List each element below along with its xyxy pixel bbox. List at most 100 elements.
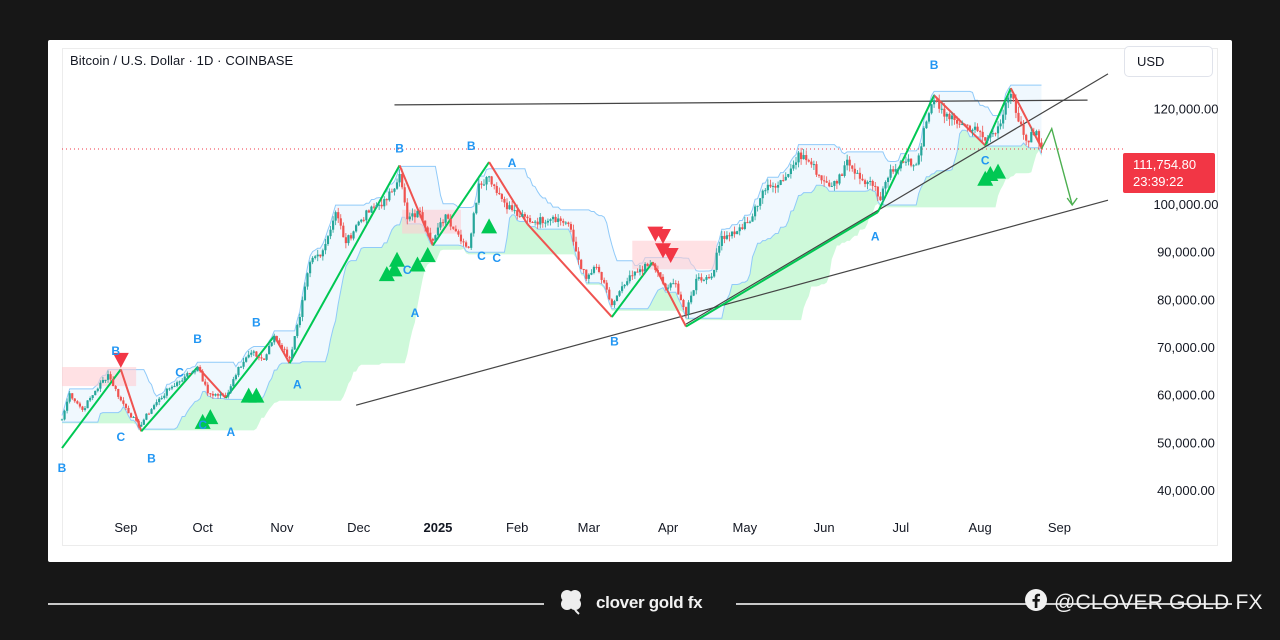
- currency-button[interactable]: USD: [1124, 46, 1213, 77]
- candle-body: [247, 354, 250, 358]
- candle-body: [776, 184, 780, 188]
- candle-body: [403, 187, 406, 203]
- candle-body: [91, 395, 94, 399]
- buy-signal-triangle-icon: [194, 413, 211, 429]
- candle-body: [554, 216, 557, 223]
- footer-social[interactable]: @CLOVER GOLD FX: [1024, 588, 1263, 618]
- candle-body: [206, 384, 209, 394]
- candle-body: [549, 219, 552, 221]
- candle-body: [145, 413, 148, 420]
- candle-body: [618, 291, 621, 296]
- candle-body: [1022, 124, 1025, 135]
- candle-body: [782, 180, 785, 182]
- candle-body: [1035, 131, 1038, 136]
- candle-body: [109, 374, 112, 380]
- candle-body: [595, 266, 598, 268]
- chart-card: B B C B C B C A B A B C A B C C A B A B C 40,000.00 50,000.00 6…: [48, 40, 1232, 562]
- candle-body: [835, 181, 839, 184]
- wave-label: B: [111, 344, 120, 358]
- candle-body: [459, 234, 463, 242]
- candle-body: [667, 287, 670, 289]
- candle-body: [981, 131, 984, 138]
- footer-divider-right: [736, 603, 1232, 605]
- brand-name: clover gold fx: [596, 593, 703, 612]
- candle-body: [751, 216, 754, 222]
- candle-body: [441, 222, 445, 224]
- candle-body: [485, 177, 488, 185]
- x-axis-tick-label: Oct: [193, 520, 214, 535]
- candle-body: [956, 119, 959, 124]
- candle-body: [96, 388, 99, 391]
- candle-body: [408, 216, 411, 220]
- symbol-title: Bitcoin / U.S. Dollar · 1D · COINBASE: [70, 53, 294, 68]
- candle-body: [413, 213, 417, 218]
- projection-path: [1040, 126, 1073, 206]
- candle-body: [342, 225, 345, 238]
- candle-body: [209, 393, 212, 395]
- candle-body: [81, 406, 84, 410]
- y-axis-tick-label: 70,000.00: [1157, 340, 1215, 355]
- wave-label: B: [395, 142, 404, 156]
- candle-body: [600, 271, 603, 280]
- candle-body: [649, 264, 652, 267]
- candle-body: [239, 366, 243, 368]
- zigzag-swing: [432, 161, 490, 247]
- candle-body: [147, 413, 151, 415]
- candle-body: [449, 218, 452, 227]
- candle-body: [876, 186, 879, 197]
- candle-body: [608, 289, 611, 300]
- candle-body: [920, 146, 923, 156]
- candle-body: [1030, 132, 1033, 143]
- sell-signal-triangle-icon: [655, 228, 672, 244]
- x-axis-tick-label: Mar: [578, 520, 601, 535]
- candle-body: [181, 380, 184, 382]
- wave-label: A: [226, 425, 235, 439]
- candle-body: [245, 357, 248, 362]
- candle-body: [319, 254, 322, 257]
- x-axis-tick-label: Jul: [893, 520, 910, 535]
- candle-body: [1017, 112, 1020, 122]
- zigzag-swing: [61, 368, 122, 449]
- candle-body: [314, 256, 317, 258]
- wave-label: C: [175, 366, 184, 380]
- wave-label: B: [58, 461, 67, 475]
- candle-body: [447, 214, 450, 219]
- candle-body: [930, 104, 933, 114]
- candle-body: [199, 367, 202, 372]
- candle-body: [124, 403, 128, 408]
- candle-body: [961, 123, 964, 125]
- candle-body: [508, 205, 511, 210]
- candle-body: [219, 394, 222, 396]
- buy-signal-triangle-icon: [202, 409, 219, 425]
- candle-body: [160, 397, 163, 399]
- candle-body: [748, 221, 752, 223]
- sell-signal-triangle-icon: [662, 248, 679, 264]
- candle-body: [869, 181, 872, 183]
- wave-label: B: [930, 58, 939, 72]
- chart-pane[interactable]: [62, 48, 1218, 546]
- x-axis-tick-label: 2025: [423, 520, 452, 535]
- candle-body: [490, 176, 493, 185]
- candle-body: [953, 115, 956, 120]
- candle-body: [339, 218, 342, 226]
- candle-body: [641, 269, 644, 272]
- candle-body: [104, 379, 107, 381]
- candle-body: [761, 190, 764, 199]
- x-axis-tick-label: Sep: [1048, 520, 1071, 535]
- candle-body: [324, 244, 327, 251]
- y-axis-tick-label: 120,000.00: [1153, 102, 1218, 117]
- projection-arrowhead: [1066, 197, 1078, 207]
- candle-body: [874, 185, 877, 187]
- wave-label: B: [610, 335, 619, 349]
- candle-body: [395, 182, 399, 189]
- candle-body: [792, 164, 795, 169]
- candle-body: [480, 183, 483, 185]
- candle-body: [764, 190, 767, 192]
- candle-body: [932, 100, 936, 105]
- candle-body: [815, 164, 818, 175]
- candle-body: [766, 184, 769, 191]
- candle-body: [843, 165, 846, 176]
- candle-body: [884, 182, 887, 189]
- candle-body: [605, 282, 608, 290]
